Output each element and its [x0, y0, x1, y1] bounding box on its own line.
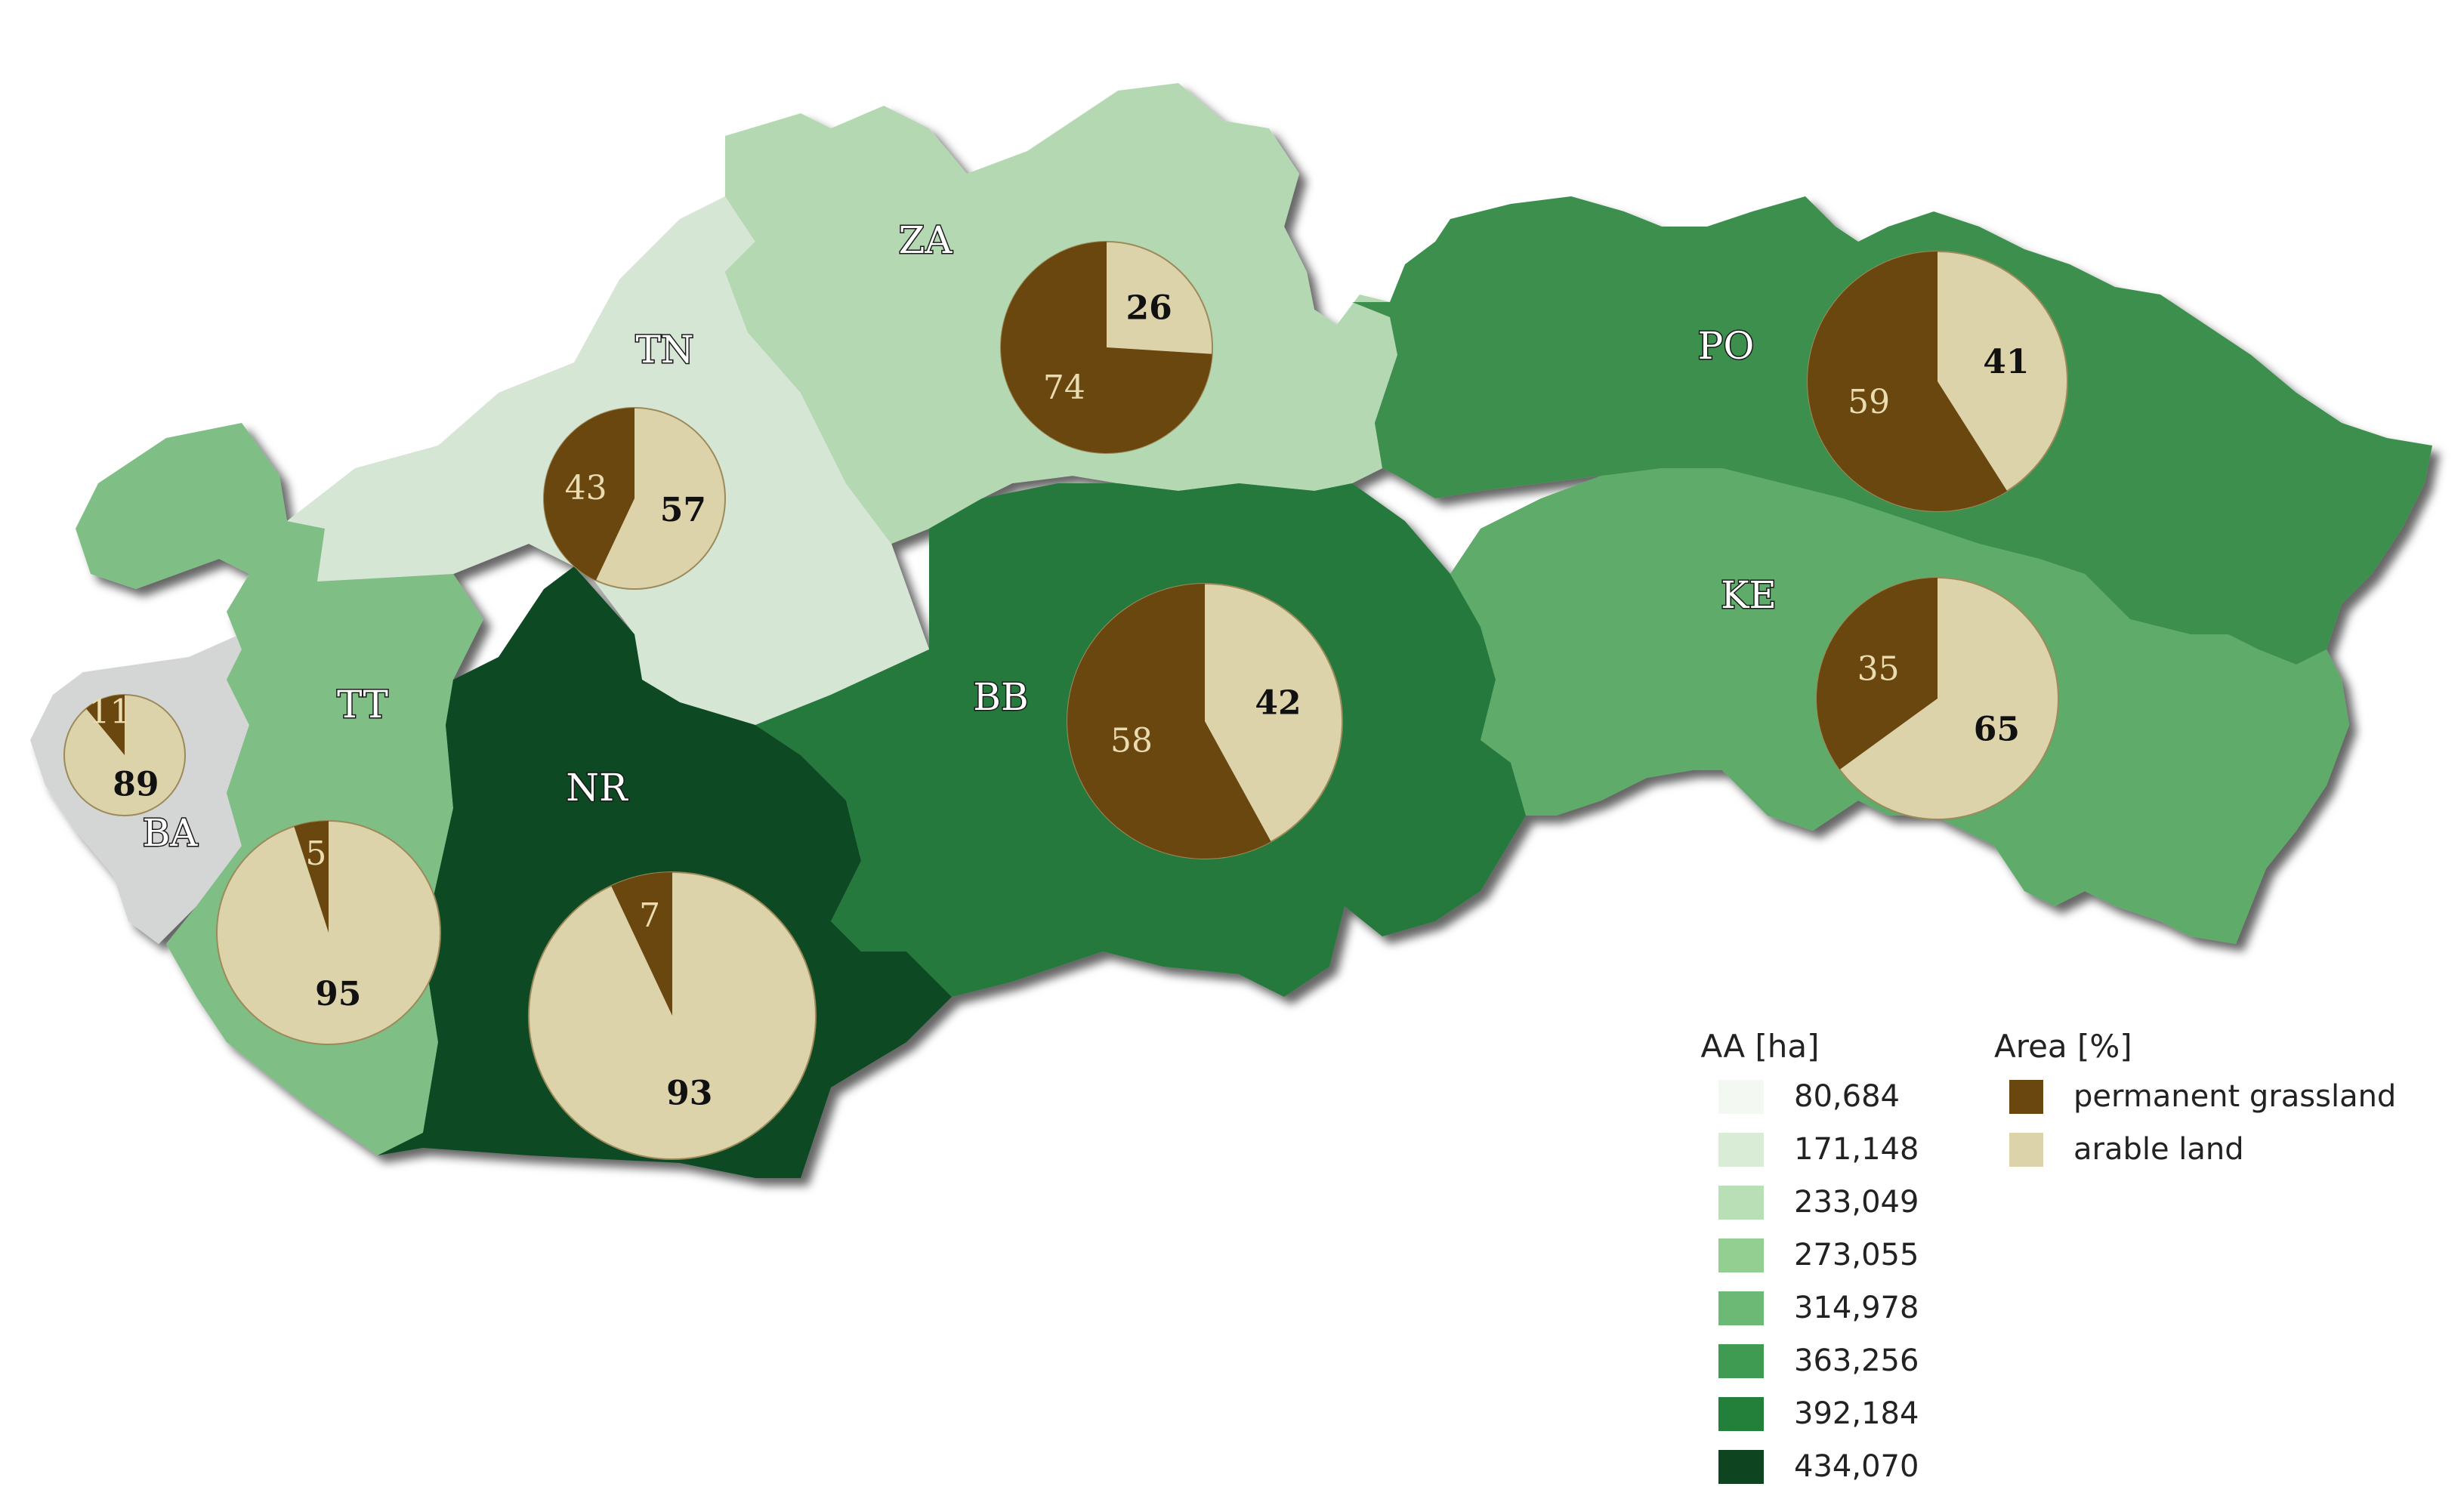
- region-label-ba: BA: [143, 811, 199, 855]
- pie-label-grassland: 5: [305, 834, 326, 873]
- legend-aa: AA [ha] 80,684 171,148 233,049 273,055 314,9…: [1700, 1028, 1919, 1484]
- legend-area-swatch: [2009, 1080, 2043, 1114]
- legend-aa-swatch: [1718, 1344, 1764, 1378]
- region-label-ke: KE: [1721, 573, 1777, 617]
- pie-label-arable: 95: [315, 975, 361, 1013]
- legend-aa-label: 233,049: [1794, 1185, 1919, 1220]
- legend-aa-item: 363,256: [1718, 1343, 1919, 1378]
- pie-slice-grassland: [86, 695, 125, 755]
- pie-charts: 11 89 5 95 43 57 7 93 74 26 58 42 59 41 35 65: [63, 241, 2068, 1160]
- legend-aa-swatch: [1718, 1186, 1764, 1220]
- pie-label-grassland: 7: [639, 896, 660, 935]
- legend-aa-swatch: [1718, 1397, 1764, 1431]
- legend-aa-label: 171,148: [1794, 1132, 1919, 1167]
- legend-aa-swatch: [1718, 1291, 1764, 1325]
- pie-slice-grassland: [611, 872, 672, 1016]
- pie-slice-grassland: [1001, 242, 1212, 453]
- legend-aa-label: 363,256: [1794, 1343, 1919, 1378]
- legend-area-swatch: [2009, 1133, 2043, 1167]
- legend-aa-swatch: [1718, 1080, 1764, 1114]
- legend-aa-label: 434,070: [1794, 1449, 1919, 1484]
- pie-ba: 11 89: [63, 693, 186, 816]
- region-label-nr: NR: [566, 766, 628, 810]
- region-labels: BA TT TN NR ZA BB PO KE: [141, 217, 1777, 856]
- legend-aa-item: 434,070: [1718, 1449, 1919, 1484]
- pie-label-grassland: 43: [565, 469, 607, 507]
- pie-slice-grassland: [1808, 251, 2008, 511]
- legend-aa-label: 314,978: [1794, 1291, 1919, 1325]
- legend-aa-item: 273,055: [1718, 1238, 1919, 1272]
- region-label-bb: BB: [973, 675, 1029, 719]
- legend-aa-title: AA [ha]: [1700, 1028, 1819, 1065]
- legend-aa-item: 80,684: [1718, 1079, 1900, 1114]
- region-label-tt: TT: [337, 683, 388, 726]
- legend-aa-label: 392,184: [1794, 1396, 1919, 1431]
- pie-label-arable: 57: [660, 491, 706, 529]
- pie-label-arable: 89: [113, 765, 159, 804]
- legend-area-title: Area [%]: [1994, 1028, 2132, 1065]
- legend-aa-item: 233,049: [1718, 1185, 1919, 1220]
- pie-label-grassland: 11: [88, 693, 131, 732]
- pie-label-arable: 41: [1983, 343, 2029, 381]
- pie-slice-grassland: [1817, 578, 1938, 770]
- legend-aa-swatch: [1718, 1238, 1764, 1272]
- pie-label-grassland: 74: [1043, 369, 1085, 407]
- region-label-za: ZA: [899, 218, 953, 262]
- legend-aa-swatch: [1718, 1133, 1764, 1167]
- region-label-po: PO: [1698, 324, 1755, 368]
- pie-label-arable: 26: [1126, 289, 1172, 328]
- pie-label-grassland: 58: [1110, 721, 1153, 760]
- region-label-tn: TN: [635, 328, 693, 372]
- pie-nr: 7 93: [528, 871, 817, 1160]
- legend-area: Area [%] permanent grassland arable land: [1994, 1028, 2396, 1167]
- pie-slice-grassland: [294, 821, 329, 933]
- legend-area-label: arable land: [2073, 1132, 2244, 1167]
- pie-bb: 58 42: [1067, 583, 1343, 859]
- legend-aa-item: 171,148: [1718, 1132, 1919, 1167]
- pie-label-arable: 93: [666, 1074, 712, 1112]
- legend-aa-item: 392,184: [1718, 1396, 1919, 1431]
- pie-tn: 43 57: [543, 407, 726, 590]
- pie-ke: 35 65: [1816, 577, 2059, 820]
- legend-aa-label: 273,055: [1794, 1238, 1919, 1272]
- legend-aa-label: 80,684: [1794, 1079, 1900, 1114]
- pie-label-arable: 42: [1255, 684, 1301, 723]
- pie-label-grassland: 59: [1848, 383, 1890, 421]
- legend-aa-item: 314,978: [1718, 1291, 1919, 1325]
- pie-label-grassland: 35: [1857, 649, 1900, 688]
- pie-slice-grassland: [1067, 584, 1271, 859]
- pie-slice-grassland: [544, 408, 635, 581]
- pie-label-arable: 65: [1974, 710, 2020, 748]
- legend-area-item: arable land: [2009, 1132, 2244, 1167]
- pie-za: 74 26: [1000, 241, 1213, 454]
- pie-tt: 5 95: [216, 820, 441, 1045]
- pie-po: 59 41: [1807, 251, 2068, 512]
- legend-area-label: permanent grassland: [2073, 1079, 2396, 1114]
- legend-area-item: permanent grassland: [2009, 1079, 2396, 1114]
- legend-aa-swatch: [1718, 1450, 1764, 1484]
